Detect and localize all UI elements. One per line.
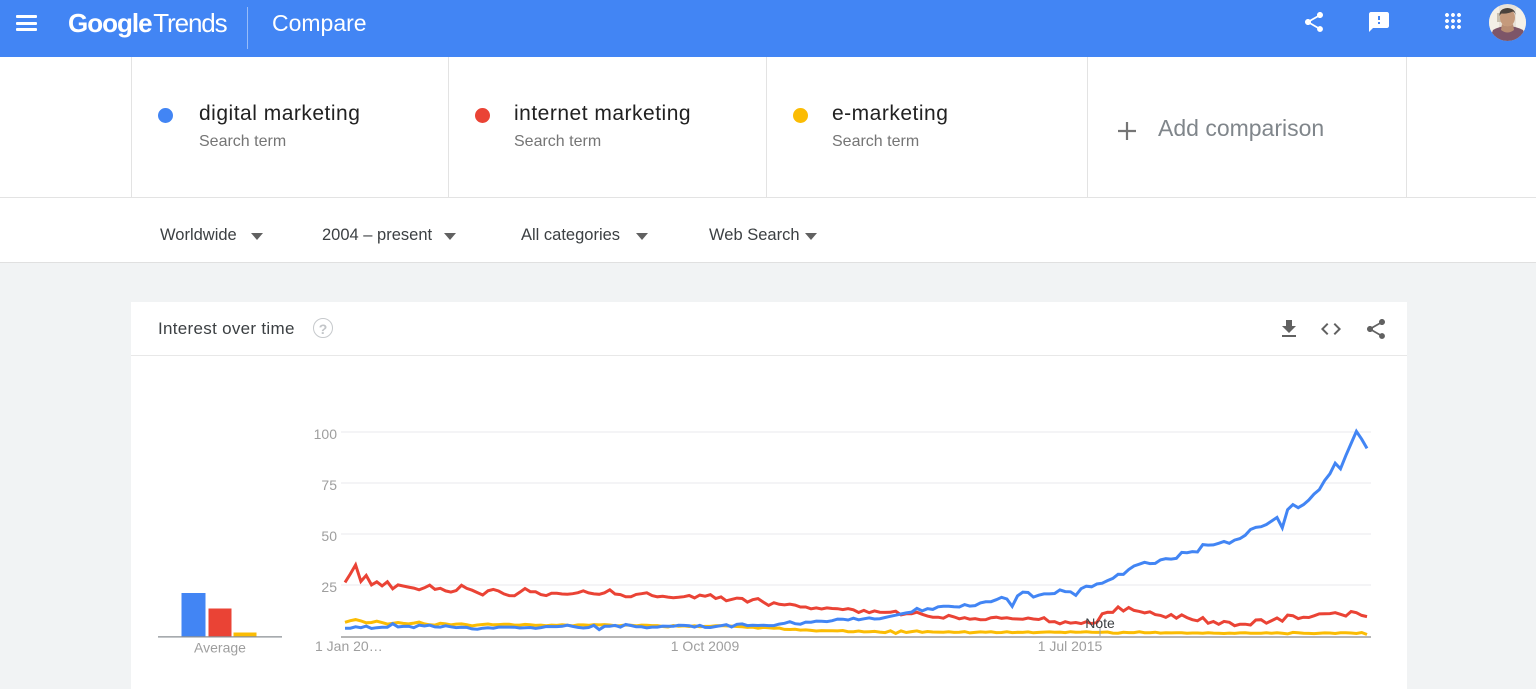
- svg-text:75: 75: [321, 477, 337, 493]
- svg-text:1 Jul 2015: 1 Jul 2015: [1038, 638, 1103, 654]
- svg-text:1 Jan 20…: 1 Jan 20…: [315, 638, 383, 654]
- svg-text:25: 25: [321, 579, 337, 595]
- svg-text:1 Oct 2009: 1 Oct 2009: [671, 638, 740, 654]
- svg-text:Average: Average: [194, 640, 246, 656]
- svg-text:100: 100: [314, 426, 338, 442]
- svg-text:Note: Note: [1085, 615, 1115, 631]
- svg-text:50: 50: [321, 528, 337, 544]
